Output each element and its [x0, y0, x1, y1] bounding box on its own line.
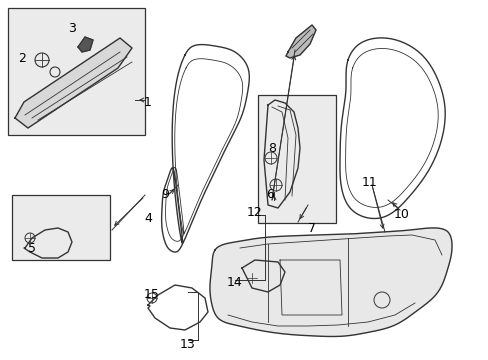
Text: 15: 15 [144, 288, 160, 302]
Text: 14: 14 [226, 275, 243, 288]
Text: 5: 5 [28, 242, 36, 255]
Text: 3: 3 [68, 22, 76, 35]
Polygon shape [209, 228, 451, 337]
Bar [258, 95, 335, 223]
Polygon shape [285, 25, 315, 58]
Text: 11: 11 [362, 175, 377, 189]
Text: 4: 4 [144, 211, 152, 225]
Text: 8: 8 [267, 141, 275, 154]
Text: 6: 6 [265, 189, 273, 202]
Text: 1: 1 [144, 95, 152, 108]
Text: 10: 10 [393, 208, 409, 221]
Polygon shape [15, 38, 132, 128]
Bar [12, 195, 110, 260]
Text: 2: 2 [18, 51, 26, 64]
Bar [8, 8, 145, 135]
Text: 7: 7 [307, 221, 315, 234]
Polygon shape [78, 37, 93, 52]
Text: 9: 9 [161, 189, 168, 202]
Text: 12: 12 [246, 206, 263, 219]
Text: 13: 13 [180, 338, 196, 351]
